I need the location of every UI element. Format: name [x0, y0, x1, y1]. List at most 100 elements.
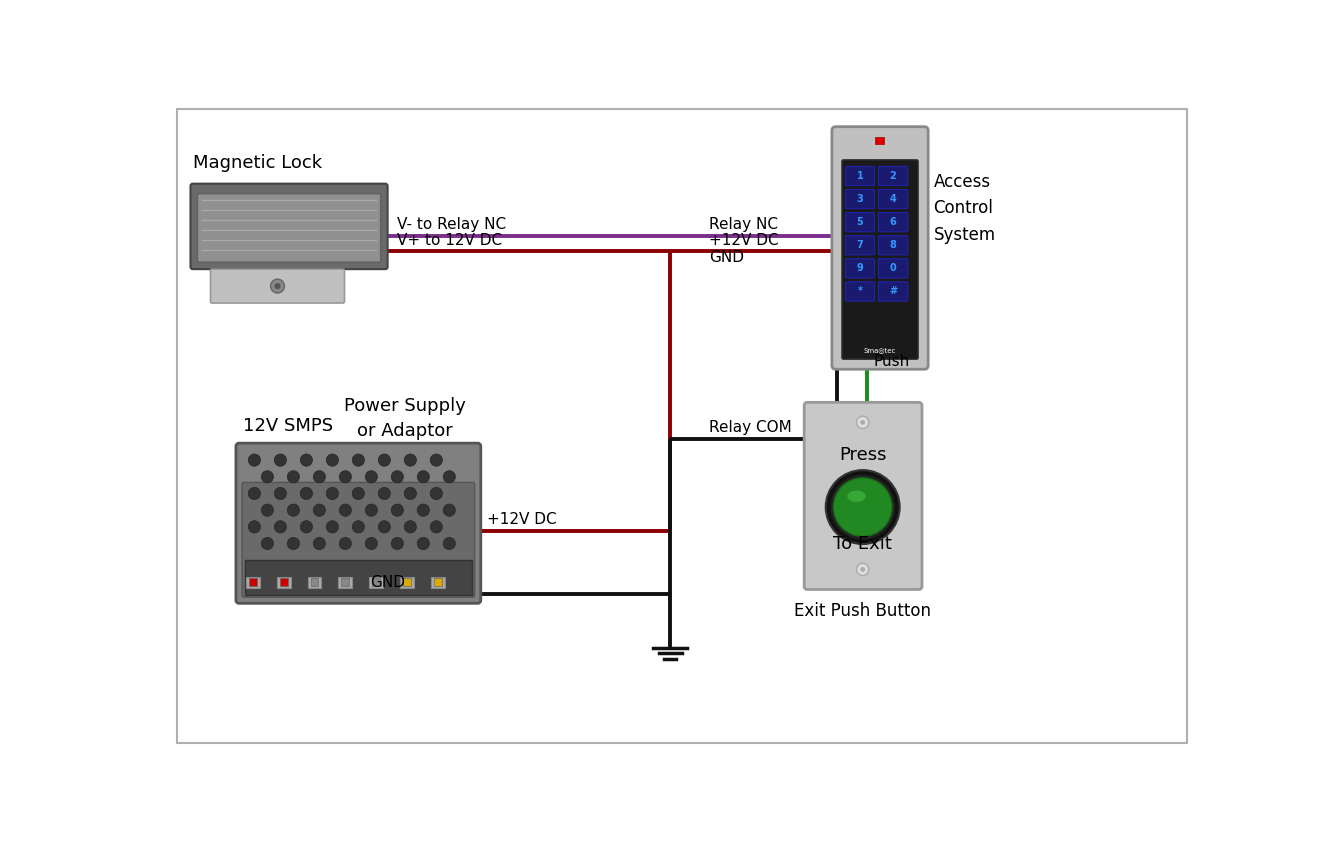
- Circle shape: [833, 478, 892, 536]
- Circle shape: [301, 454, 313, 466]
- FancyBboxPatch shape: [878, 189, 908, 208]
- Circle shape: [353, 521, 365, 533]
- FancyBboxPatch shape: [878, 259, 908, 278]
- Circle shape: [365, 471, 378, 483]
- Circle shape: [405, 487, 417, 500]
- Circle shape: [857, 563, 869, 576]
- FancyBboxPatch shape: [845, 166, 874, 186]
- Ellipse shape: [848, 490, 865, 502]
- FancyBboxPatch shape: [878, 213, 908, 232]
- Circle shape: [274, 487, 286, 500]
- Text: 7: 7: [857, 241, 864, 251]
- Circle shape: [301, 521, 313, 533]
- Circle shape: [353, 487, 365, 500]
- Circle shape: [274, 283, 281, 289]
- Circle shape: [405, 454, 417, 466]
- Bar: [307, 577, 321, 588]
- Text: 4: 4: [889, 194, 897, 204]
- Circle shape: [313, 504, 326, 517]
- Circle shape: [443, 471, 455, 483]
- Text: 6: 6: [889, 217, 897, 227]
- Text: GND: GND: [370, 576, 405, 590]
- Bar: [431, 577, 445, 588]
- Bar: [399, 577, 414, 588]
- Circle shape: [339, 504, 351, 517]
- Text: Magnetic Lock: Magnetic Lock: [193, 154, 322, 172]
- Circle shape: [313, 538, 326, 549]
- Text: #: #: [889, 286, 897, 296]
- Bar: [403, 578, 411, 586]
- Circle shape: [378, 521, 390, 533]
- Circle shape: [326, 454, 338, 466]
- Circle shape: [249, 454, 261, 466]
- Text: 12V SMPS: 12V SMPS: [242, 417, 333, 435]
- Circle shape: [860, 567, 865, 571]
- Text: +12V DC: +12V DC: [487, 512, 556, 528]
- Text: *: *: [857, 286, 862, 296]
- Text: 3: 3: [857, 194, 864, 204]
- Circle shape: [287, 471, 299, 483]
- Circle shape: [313, 471, 326, 483]
- Text: To Exit: To Exit: [833, 535, 892, 553]
- Text: V- to Relay NC: V- to Relay NC: [397, 217, 506, 232]
- FancyBboxPatch shape: [845, 259, 874, 278]
- Bar: [249, 578, 257, 586]
- Circle shape: [365, 504, 378, 517]
- Text: GND: GND: [708, 251, 744, 265]
- FancyBboxPatch shape: [197, 193, 381, 262]
- Circle shape: [430, 487, 442, 500]
- Bar: [245, 560, 471, 595]
- Circle shape: [443, 504, 455, 517]
- Circle shape: [391, 504, 403, 517]
- FancyBboxPatch shape: [845, 235, 874, 255]
- Text: +12V DC: +12V DC: [708, 233, 779, 247]
- Circle shape: [378, 487, 390, 500]
- FancyBboxPatch shape: [845, 213, 874, 232]
- Circle shape: [261, 504, 274, 517]
- Text: Press: Press: [839, 446, 886, 464]
- Text: 5: 5: [857, 217, 864, 227]
- Text: 1: 1: [857, 171, 864, 181]
- Text: Push: Push: [873, 354, 909, 369]
- Circle shape: [261, 471, 274, 483]
- Circle shape: [326, 487, 338, 500]
- Text: 8: 8: [889, 241, 897, 251]
- Text: 0: 0: [889, 263, 897, 273]
- Circle shape: [274, 521, 286, 533]
- Text: 9: 9: [857, 263, 864, 273]
- FancyBboxPatch shape: [878, 235, 908, 255]
- Text: Relay COM: Relay COM: [708, 419, 792, 435]
- FancyBboxPatch shape: [878, 166, 908, 186]
- Bar: [874, 137, 884, 144]
- Text: Access
Control
System: Access Control System: [933, 173, 996, 244]
- Circle shape: [326, 521, 338, 533]
- Circle shape: [443, 538, 455, 549]
- Text: V+ to 12V DC: V+ to 12V DC: [397, 233, 502, 247]
- FancyBboxPatch shape: [845, 282, 874, 301]
- Circle shape: [417, 504, 430, 517]
- Bar: [246, 577, 260, 588]
- Circle shape: [391, 471, 403, 483]
- Circle shape: [860, 420, 865, 425]
- Circle shape: [430, 454, 442, 466]
- Circle shape: [365, 538, 378, 549]
- Circle shape: [417, 471, 430, 483]
- Text: 2: 2: [889, 171, 897, 181]
- Circle shape: [353, 454, 365, 466]
- FancyBboxPatch shape: [832, 127, 928, 369]
- Circle shape: [378, 454, 390, 466]
- Bar: [280, 578, 287, 586]
- Circle shape: [249, 521, 261, 533]
- Text: Relay NC: Relay NC: [708, 217, 777, 232]
- Circle shape: [287, 538, 299, 549]
- FancyBboxPatch shape: [843, 160, 918, 360]
- Bar: [277, 577, 290, 588]
- FancyBboxPatch shape: [878, 282, 908, 301]
- Circle shape: [249, 487, 261, 500]
- Text: Exit Push Button: Exit Push Button: [795, 602, 932, 619]
- Bar: [310, 578, 318, 586]
- FancyBboxPatch shape: [242, 483, 475, 598]
- FancyBboxPatch shape: [804, 403, 922, 589]
- FancyBboxPatch shape: [210, 269, 345, 303]
- Circle shape: [825, 470, 900, 544]
